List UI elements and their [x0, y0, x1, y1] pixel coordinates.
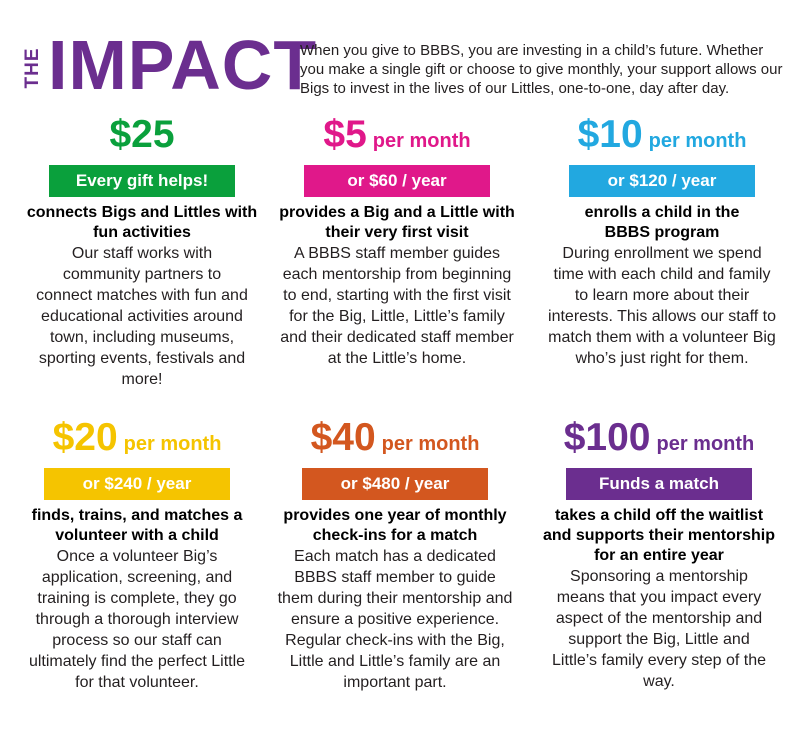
amount-value: $20	[52, 416, 118, 459]
amount-unit: per month	[381, 433, 480, 455]
amount-unit: per month	[123, 433, 222, 455]
card-headline: enrolls a child in the BBBS program	[584, 204, 740, 241]
card-amount: $10 per month	[537, 113, 787, 165]
card-description: A BBBS staff member guides each mentorsh…	[280, 245, 514, 367]
impact-card-25: $25 Every gift helps! connects Bigs and …	[17, 113, 267, 390]
bar-label: Every gift helps!	[75, 171, 209, 190]
card-description: Once a volunteer Big’s application, scre…	[28, 548, 246, 691]
amount-value: $40	[310, 416, 376, 459]
bar-label: or $60 / year	[347, 171, 447, 190]
card-bar: or $60 / year	[304, 165, 490, 197]
card-description: Our staff works with community partners …	[36, 245, 248, 388]
impact-card-40: $40 per month or $480 / year provides one…	[270, 416, 520, 693]
card-headline: takes a child off the waitlist and suppo…	[542, 507, 775, 564]
amount-value: $25	[109, 113, 175, 156]
impact-card-5: $5 per month or $60 / year provides a Big…	[272, 113, 522, 369]
amount-unit: per month	[656, 433, 755, 455]
card-description: Each match has a dedicated BBBS staff me…	[277, 548, 513, 691]
card-bar: or $240 / year	[44, 468, 230, 500]
card-description: During enrollment we spend time with eac…	[548, 245, 776, 367]
card-amount: $40 per month	[270, 416, 520, 468]
intro-paragraph: When you give to BBBS, you are investing…	[300, 42, 783, 97]
bar-label: or $240 / year	[82, 474, 192, 493]
amount-value: $10	[577, 113, 643, 156]
card-bar: Funds a match	[566, 468, 752, 500]
card-amount: $25	[17, 113, 267, 165]
card-headline: finds, trains, and matches a volunteer w…	[31, 507, 243, 544]
amount-value: $100	[563, 416, 651, 459]
card-headline: connects Bigs and Littles with fun activ…	[26, 204, 258, 241]
impact-card-10: $10 per month or $120 / year enrolls a ch…	[537, 113, 787, 369]
card-headline: provides one year of monthly check-ins f…	[283, 507, 507, 544]
card-headline: provides a Big and a Little with their v…	[279, 204, 515, 241]
amount-unit: per month	[372, 130, 471, 152]
the-text: THE	[22, 47, 43, 89]
card-description: Sponsoring a mentorship means that you i…	[551, 568, 767, 690]
impact-title: IMPACT	[48, 26, 318, 104]
bar-label: Funds a match	[599, 474, 719, 493]
amount-value: $5	[323, 113, 367, 156]
the-vertical-label: THE	[22, 36, 44, 100]
card-amount: $20 per month	[12, 416, 262, 468]
card-bar: or $120 / year	[569, 165, 755, 197]
bar-label: or $480 / year	[340, 474, 450, 493]
card-bar: Every gift helps!	[49, 165, 235, 197]
impact-card-100: $100 per month Funds a match takes a chil…	[534, 416, 784, 692]
card-bar: or $480 / year	[302, 468, 488, 500]
impact-card-20: $20 per month or $240 / year finds, train…	[12, 416, 262, 693]
bar-label: or $120 / year	[607, 171, 717, 190]
amount-unit: per month	[648, 130, 747, 152]
impact-header: THE IMPACT When you give to BBBS, you ar…	[22, 26, 792, 104]
card-amount: $100 per month	[534, 416, 784, 468]
card-amount: $5 per month	[272, 113, 522, 165]
